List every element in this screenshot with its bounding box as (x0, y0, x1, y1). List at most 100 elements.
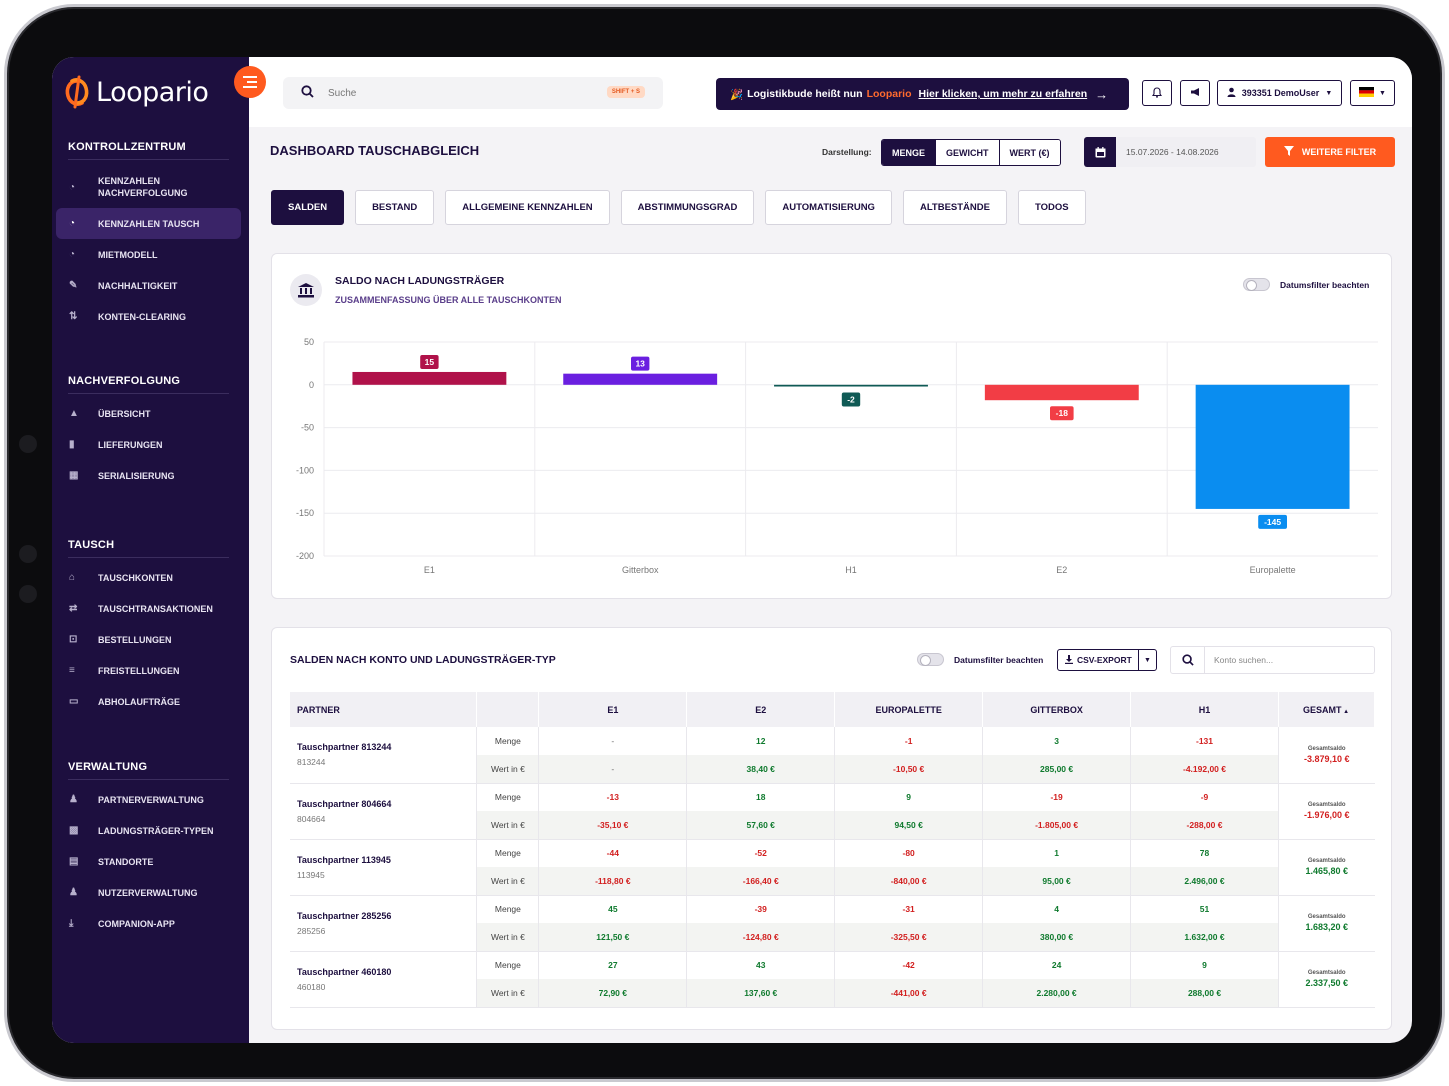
gauge-icon: ◔ (69, 249, 76, 260)
column-header-label: PARTNER (297, 704, 340, 715)
partner-cell[interactable]: Tauschpartner 813244 813244 (290, 727, 478, 784)
column-header: E1 (538, 692, 688, 727)
value-cell: -9 (1130, 783, 1279, 811)
sidebar-toggle-button[interactable] (234, 66, 266, 98)
mode-option-0[interactable]: MENGE (882, 140, 936, 165)
camera-dot (19, 435, 37, 453)
tab-todos[interactable]: TODOS (1017, 190, 1086, 225)
bar (774, 384, 928, 387)
sidebar-item-tauschkonten[interactable]: ⌂ TAUSCHKONTEN (68, 562, 229, 593)
sidebar-item-freistellungen[interactable]: ≡ FREISTELLUNGEN (68, 655, 229, 686)
x-tick-label: Europalette (1250, 565, 1296, 575)
column-header: E2 (686, 692, 836, 727)
data-label-badge (1050, 406, 1074, 421)
partner-id: 813244 (297, 757, 326, 768)
announcements-button[interactable] (1180, 80, 1210, 106)
chart-subtitle: ZUSAMMENFASSUNG ÜBER ALLE TAUSCHKONTEN (335, 295, 562, 305)
table-row: Tauschpartner 460180 460180 Menge 27 43 -42 24… (290, 951, 1375, 1008)
sidebar-item-konten-clearing[interactable]: ⇅ KONTEN-CLEARING (68, 301, 229, 332)
account-search-placeholder: Konto suchen... (1214, 655, 1274, 665)
sidebar-item-label: KONTEN-CLEARING (98, 311, 186, 322)
notifications-button[interactable] (1142, 80, 1172, 106)
more-filters-button[interactable]: WEITERE FILTER (1265, 137, 1395, 167)
mode-option-2[interactable]: WERT (€) (998, 140, 1060, 165)
partner-cell[interactable]: Tauschpartner 460180 460180 (290, 951, 478, 1008)
document-icon: ▮ (69, 439, 75, 450)
sidebar-item-label: ABHOLAUFTRÄGE (98, 696, 180, 707)
sidebar-item-label: NUTZERVERWALTUNG (98, 887, 198, 898)
sidebar-item-bestellungen[interactable]: ⊡ BESTELLUNGEN (68, 624, 229, 655)
value-cell: - (538, 755, 688, 784)
value-cell: 57,60 € (686, 811, 836, 840)
date-filter-toggle[interactable] (1243, 278, 1270, 291)
value-cell: 288,00 € (1130, 979, 1279, 1008)
value-cell: -13 (538, 783, 688, 811)
tab-abstimmungsgrad[interactable]: ABSTIMMUNGSGRAD (620, 190, 755, 225)
value-cell: 95,00 € (982, 867, 1132, 896)
partner-id: 113945 (297, 869, 325, 880)
tab-altbestände[interactable]: ALTBESTÄNDE (902, 190, 1007, 225)
row-type-label: Wert in € (476, 979, 540, 1008)
sidebar-item-mietmodell[interactable]: ◔ MIETMODELL (68, 239, 229, 270)
rebrand-banner[interactable]: 🎉 Logistikbude heißt nun Loopario Hier k… (716, 78, 1129, 110)
date-range-value: 15.07.2026 - 14.08.2026 (1126, 147, 1219, 157)
sidebar-item-companion-app[interactable]: ⤓ COMPANION-APP (68, 908, 229, 939)
language-select[interactable]: ▼ (1350, 80, 1395, 106)
tab-bestand[interactable]: BESTAND (355, 190, 435, 225)
salden-table-card: SALDEN NACH KONTO UND LADUNGSTRÄGER-TYP … (271, 627, 1392, 1030)
x-tick-label: E1 (424, 565, 435, 575)
sidebar-item-abholaufträge[interactable]: ▭ ABHOLAUFTRÄGE (68, 686, 229, 717)
sidebar-item-label: TAUSCHKONTEN (98, 572, 173, 583)
bell-icon (1151, 86, 1163, 100)
more-filters-label: WEITERE FILTER (1301, 147, 1377, 157)
search-icon (301, 85, 314, 101)
value-cell: -19 (982, 783, 1132, 811)
sidebar-item-kennzahlen-tausch[interactable]: ◔ KENNZAHLEN TAUSCH (56, 208, 241, 239)
tab-allgemeine-kennzahlen[interactable]: ALLGEMEINE KENNZAHLEN (445, 190, 610, 225)
sidebar-item-lieferungen[interactable]: ▮ LIEFERUNGEN (68, 429, 229, 460)
account-search-input[interactable]: Konto suchen... (1170, 646, 1375, 674)
banner-link[interactable]: Hier klicken, um mehr zu erfahren (918, 88, 1088, 100)
tab-salden[interactable]: SALDEN (271, 190, 345, 225)
user-menu-button[interactable]: 393351 DemoUser ▼ (1217, 80, 1342, 106)
table-title: SALDEN NACH KONTO UND LADUNGSTRÄGER-TYP (290, 654, 556, 666)
value-cell: -4.192,00 € (1130, 755, 1279, 784)
partner-cell[interactable]: Tauschpartner 113945 113945 (290, 839, 478, 896)
column-header-label: E1 (607, 704, 619, 715)
table-row: Tauschpartner 804664 804664 Menge -13 18 9 -19… (290, 783, 1375, 840)
chevron-down-icon[interactable]: ▼ (1138, 650, 1156, 670)
date-filter-toggle[interactable] (917, 653, 944, 666)
date-range-picker[interactable]: 15.07.2026 - 14.08.2026 (1084, 137, 1256, 167)
user-label: 393351 DemoUser (1241, 88, 1320, 98)
gesamt-value: 2.337,50 € (1305, 978, 1348, 988)
bar (352, 371, 507, 385)
table-row: Wert in € -118,80 € -166,40 € -840,00 €95,0… (290, 867, 1375, 896)
partner-cell[interactable]: Tauschpartner 804664 804664 (290, 783, 478, 840)
mode-option-1[interactable]: GEWICHT (935, 140, 999, 165)
grid-icon: ▦ (69, 470, 79, 481)
column-header-label: GESAMT (1302, 704, 1342, 715)
sidebar-item-übersicht[interactable]: ▲ ÜBERSICHT (68, 398, 229, 429)
partner-cell[interactable]: Tauschpartner 285256 285256 (290, 895, 478, 952)
sidebar-item-ladungsträger-typen[interactable]: ▩ LADUNGSTRÄGER-TYPEN (68, 815, 229, 846)
nav-section-verwaltung: VERWALTUNG ♟ PARTNERVERWALTUNG ▩ LADUNGSTRÄG… (68, 761, 229, 939)
csv-export-button[interactable]: CSV-EXPORT ▼ (1057, 649, 1157, 671)
sidebar-item-standorte[interactable]: ▤ STANDORTE (68, 846, 229, 877)
global-search-input[interactable]: Suche SHIFT + S (283, 77, 663, 109)
banner-brand: Loopario (866, 88, 912, 100)
download-icon (1058, 654, 1077, 666)
sidebar-item-partnerverwaltung[interactable]: ♟ PARTNERVERWALTUNG (68, 784, 229, 815)
sidebar-item-nachhaltigkeit[interactable]: ✎ NACHHALTIGKEIT (68, 270, 229, 301)
gesamt-label: Gesamtsaldo (1307, 745, 1346, 752)
x-tick-label: E2 (1056, 565, 1067, 575)
tab-automatisierung[interactable]: AUTOMATISIERUNG (765, 190, 892, 225)
value-cell: 9 (834, 783, 984, 811)
sidebar-item-serialisierung[interactable]: ▦ SERIALISIERUNG (68, 460, 229, 491)
value-cell: 9 (1130, 951, 1279, 979)
sidebar-item-nutzerverwaltung[interactable]: ♟ NUTZERVERWALTUNG (68, 877, 229, 908)
gesamt-cell: Gesamtsaldo -1.976,00 € (1278, 783, 1375, 840)
sidebar-item-kennzahlen-nachverfolgung[interactable]: ◔ KENNZAHLEN NACHVERFOLGUNG (68, 166, 229, 208)
column-header[interactable]: GESAMT ▲ (1278, 692, 1376, 727)
nav-section-title: NACHVERFOLGUNG (68, 375, 229, 394)
sidebar-item-tauschtransaktionen[interactable]: ⇄ TAUSCHTRANSAKTIONEN (68, 593, 229, 624)
